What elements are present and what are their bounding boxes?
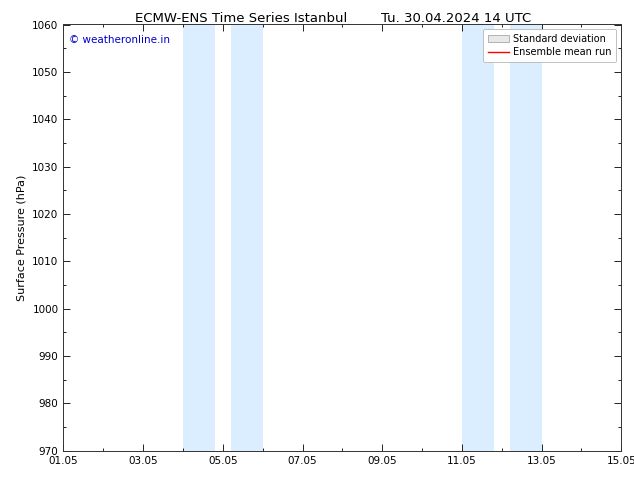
Y-axis label: Surface Pressure (hPa): Surface Pressure (hPa) <box>16 174 27 301</box>
Text: Tu. 30.04.2024 14 UTC: Tu. 30.04.2024 14 UTC <box>382 12 531 25</box>
Text: © weatheronline.in: © weatheronline.in <box>69 35 170 45</box>
Bar <box>510 24 541 451</box>
Bar <box>231 24 262 451</box>
Bar <box>462 24 494 451</box>
Text: ECMW-ENS Time Series Istanbul: ECMW-ENS Time Series Istanbul <box>135 12 347 25</box>
Bar <box>183 24 215 451</box>
Legend: Standard deviation, Ensemble mean run: Standard deviation, Ensemble mean run <box>483 29 616 62</box>
